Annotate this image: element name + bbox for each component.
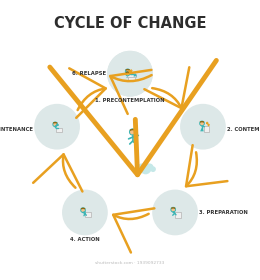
Circle shape: [180, 104, 226, 150]
Circle shape: [125, 69, 130, 74]
Circle shape: [140, 163, 151, 174]
Circle shape: [53, 122, 57, 127]
FancyArrowPatch shape: [33, 154, 82, 192]
Circle shape: [150, 166, 156, 172]
Bar: [128, 75, 135, 80]
Circle shape: [107, 51, 153, 97]
Circle shape: [152, 190, 198, 235]
Bar: [56, 128, 62, 132]
Circle shape: [107, 51, 153, 97]
FancyArrowPatch shape: [186, 145, 228, 186]
Circle shape: [62, 190, 108, 235]
Text: shutterstock.com · 1939092733: shutterstock.com · 1939092733: [95, 261, 165, 265]
Circle shape: [146, 164, 154, 171]
FancyArrowPatch shape: [113, 208, 154, 253]
Bar: [85, 213, 90, 217]
Text: 6. RELAPSE: 6. RELAPSE: [72, 71, 106, 76]
Text: 5. MAINTENANCE: 5. MAINTENANCE: [0, 127, 33, 132]
Circle shape: [135, 166, 141, 172]
FancyArrowPatch shape: [69, 68, 106, 118]
Circle shape: [171, 207, 176, 212]
Circle shape: [81, 208, 85, 213]
Text: 4. ACTION: 4. ACTION: [70, 237, 100, 242]
Circle shape: [34, 104, 80, 150]
Circle shape: [200, 121, 204, 126]
Bar: [127, 74, 136, 76]
Bar: [204, 126, 210, 132]
Text: CYCLE OF CHANGE: CYCLE OF CHANGE: [54, 17, 206, 32]
Circle shape: [138, 164, 146, 171]
Bar: [175, 213, 181, 218]
Circle shape: [129, 129, 136, 135]
FancyArrowPatch shape: [110, 70, 152, 114]
Text: 1. PRECONTEMPLATION: 1. PRECONTEMPLATION: [95, 98, 165, 103]
FancyArrowPatch shape: [144, 67, 189, 108]
Text: 3. PREPARATION: 3. PREPARATION: [199, 210, 248, 215]
Circle shape: [126, 72, 130, 76]
FancyArrowPatch shape: [50, 60, 216, 175]
Text: 2. CONTEMPLATION: 2. CONTEMPLATION: [227, 127, 260, 132]
